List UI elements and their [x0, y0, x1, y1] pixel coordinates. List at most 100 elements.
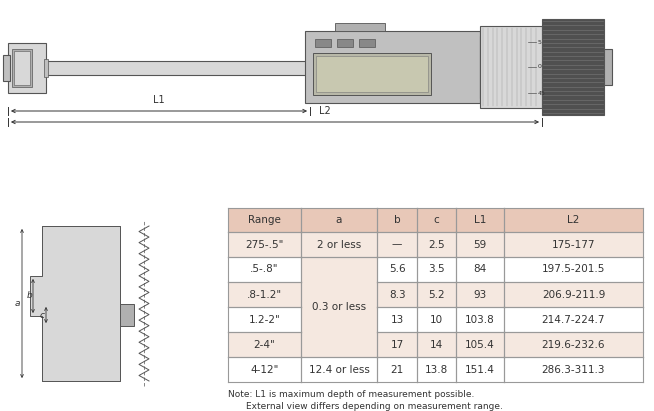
Text: 84: 84 [473, 265, 487, 275]
Text: 2.5: 2.5 [428, 240, 445, 249]
Bar [377, 257, 417, 282]
Text: 0: 0 [538, 65, 542, 69]
Bar [377, 357, 417, 382]
Bar [377, 232, 417, 257]
Text: 5.2: 5.2 [428, 289, 445, 300]
Text: L2: L2 [319, 106, 331, 116]
Bar [417, 282, 456, 307]
Bar [542, 19, 604, 115]
Bar [417, 208, 456, 232]
Bar [337, 39, 353, 47]
Bar [377, 282, 417, 307]
Bar [504, 307, 643, 332]
Bar [228, 257, 301, 282]
Bar [46, 61, 310, 75]
Text: 206.9-211.9: 206.9-211.9 [542, 289, 605, 300]
Text: 12.4 or less: 12.4 or less [309, 365, 370, 374]
Bar [315, 39, 331, 47]
Bar [504, 208, 643, 232]
Text: b: b [26, 291, 32, 300]
Text: 8.3: 8.3 [388, 289, 405, 300]
Bar [456, 307, 504, 332]
Bar [3, 55, 10, 81]
Bar [301, 357, 377, 382]
Text: L2: L2 [567, 215, 579, 225]
Bar [456, 332, 504, 357]
Bar [480, 26, 542, 108]
Bar [456, 357, 504, 382]
Text: 175-177: 175-177 [552, 240, 595, 249]
Text: c: c [40, 310, 45, 319]
Text: 21: 21 [390, 365, 404, 374]
Text: 3.5: 3.5 [428, 265, 445, 275]
Bar [305, 31, 480, 103]
Bar [335, 23, 385, 31]
Bar [456, 257, 504, 282]
Text: .8-1.2": .8-1.2" [247, 289, 282, 300]
Bar [228, 332, 301, 357]
Text: .5-.8": .5-.8" [250, 265, 279, 275]
Bar [456, 232, 504, 257]
Text: 286.3-311.3: 286.3-311.3 [542, 365, 605, 374]
Text: 275-.5": 275-.5" [245, 240, 283, 249]
Text: 197.5-201.5: 197.5-201.5 [542, 265, 605, 275]
Bar [604, 49, 612, 85]
Text: 5.6: 5.6 [388, 265, 405, 275]
Bar [417, 307, 456, 332]
Text: L1: L1 [153, 95, 165, 105]
Bar [301, 232, 377, 257]
Bar [417, 232, 456, 257]
Bar [480, 36, 492, 98]
Bar [417, 332, 456, 357]
Bar [377, 208, 417, 232]
Text: 0.3 or less: 0.3 or less [312, 302, 366, 312]
Text: Note: L1 is maximum depth of measurement possible.: Note: L1 is maximum depth of measurement… [228, 390, 474, 399]
Bar [228, 357, 301, 382]
Text: 14: 14 [430, 339, 443, 349]
Text: 214.7-224.7: 214.7-224.7 [542, 314, 605, 325]
Text: 10: 10 [430, 314, 443, 325]
Bar [301, 208, 377, 232]
Bar [301, 257, 377, 357]
Text: 2-4": 2-4" [254, 339, 275, 349]
Bar [377, 332, 417, 357]
Bar [44, 59, 48, 77]
Bar [8, 43, 46, 93]
Bar [504, 257, 643, 282]
Bar [456, 282, 504, 307]
Text: —: — [392, 240, 402, 249]
Text: a: a [336, 215, 342, 225]
Bar [12, 49, 32, 87]
Bar [228, 232, 301, 257]
Text: 93: 93 [473, 289, 487, 300]
Bar [228, 307, 301, 332]
Text: c: c [434, 215, 439, 225]
Text: 105.4: 105.4 [465, 339, 495, 349]
Text: 103.8: 103.8 [465, 314, 495, 325]
Bar [417, 257, 456, 282]
Text: 17: 17 [390, 339, 404, 349]
Text: 4-12": 4-12" [250, 365, 279, 374]
Text: L1: L1 [474, 215, 487, 225]
Bar [504, 282, 643, 307]
Bar [120, 304, 134, 326]
Text: 151.4: 151.4 [465, 365, 495, 374]
Text: Range: Range [248, 215, 281, 225]
Text: 2 or less: 2 or less [317, 240, 361, 249]
Bar [313, 53, 431, 95]
Bar [316, 56, 428, 92]
Bar [504, 232, 643, 257]
Polygon shape [30, 226, 120, 381]
Bar [456, 208, 504, 232]
Text: 5: 5 [538, 40, 542, 45]
Text: 1.2-2": 1.2-2" [249, 314, 280, 325]
Text: 45: 45 [538, 91, 546, 96]
Bar [377, 307, 417, 332]
Text: b: b [394, 215, 400, 225]
Text: External view differs depending on measurement range.: External view differs depending on measu… [246, 402, 503, 411]
Bar [14, 51, 30, 85]
Text: 13.8: 13.8 [425, 365, 448, 374]
Bar [504, 357, 643, 382]
Bar [417, 357, 456, 382]
Bar [504, 332, 643, 357]
